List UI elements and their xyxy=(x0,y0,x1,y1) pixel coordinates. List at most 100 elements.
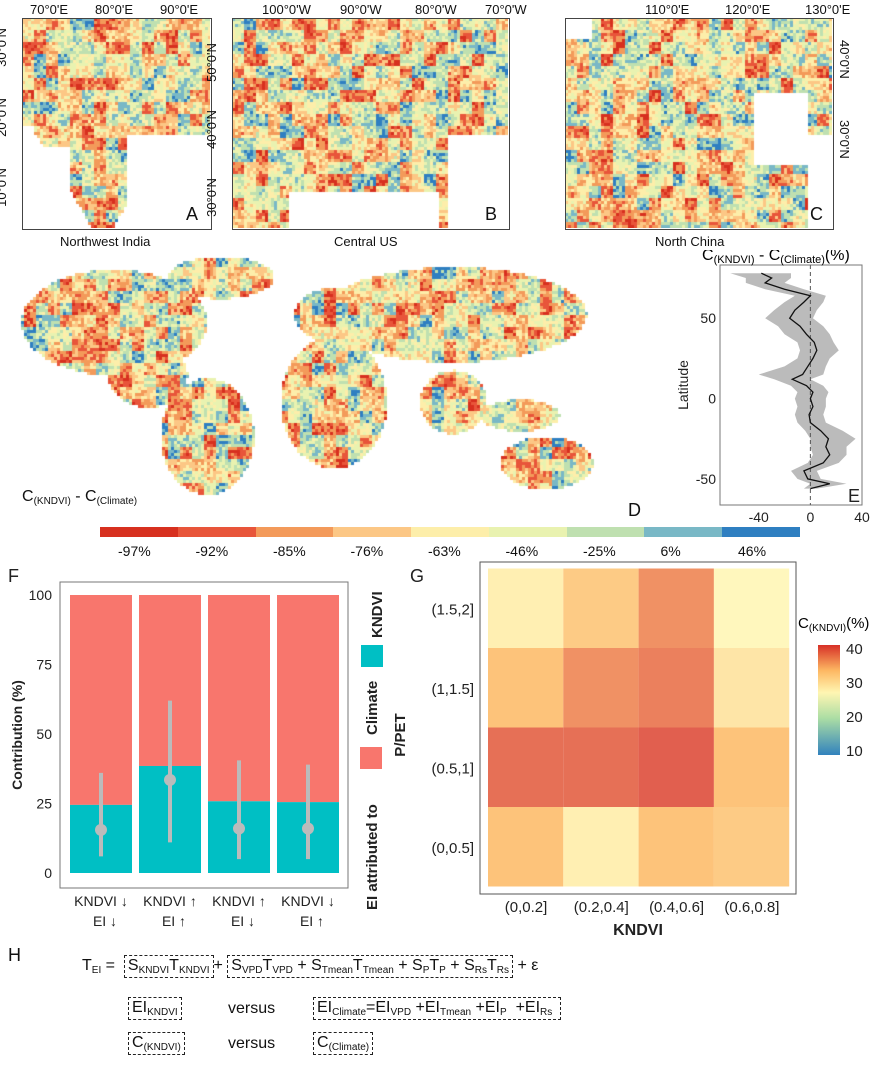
ei-kndvi-box: EIKNDVI xyxy=(128,997,182,1020)
eq-text: T xyxy=(429,957,440,974)
tick-label: 100°0'W xyxy=(262,2,311,17)
eq-sub: P xyxy=(422,965,430,976)
y-tick-label: 0 xyxy=(708,391,716,407)
tick-label: 80°0'W xyxy=(415,2,457,17)
tick-label: 130°0'E xyxy=(805,2,851,17)
colorbar-segment xyxy=(411,527,489,537)
legend-title-part: C xyxy=(798,615,809,632)
c-climate-box: C(Climate) xyxy=(313,1032,374,1055)
y-tick-label: (0.5,1] xyxy=(431,761,474,778)
eq-sub: Rs xyxy=(474,965,487,976)
eq-sub: KNDVI xyxy=(138,965,170,976)
eq-sub: Rs xyxy=(540,1007,553,1018)
legend-swatch-kndvi xyxy=(361,645,383,667)
tick-label: 50°0'N xyxy=(203,43,219,82)
heatmap-cell xyxy=(713,568,790,648)
eq-sub: Climate xyxy=(332,1007,367,1018)
caption-c: North China xyxy=(655,234,725,249)
map-central-us xyxy=(232,18,508,228)
tick-label: 30°0'N xyxy=(837,120,852,159)
eq-text: =EI xyxy=(366,999,391,1016)
x-tick-label-line2: EI ↓ xyxy=(93,913,117,929)
eq-text: +EI xyxy=(506,999,541,1016)
panel-label-e: E xyxy=(848,486,860,506)
colorbar-label: -46% xyxy=(505,543,539,559)
heatmap-y-axis-label: P/PET xyxy=(392,713,409,756)
heatmap-cell xyxy=(713,648,790,728)
legend-title: EI attributed to xyxy=(364,804,381,910)
eq-sub: VPD xyxy=(272,965,293,976)
eq-sub: (KNDVI) xyxy=(143,1042,181,1053)
colorbar-segment xyxy=(100,527,178,537)
legend-title-part: (KNDVI) xyxy=(809,623,846,634)
map-frame-b xyxy=(232,18,510,230)
eq-text: T xyxy=(169,957,179,974)
eq-sub: (Climate) xyxy=(328,1042,370,1053)
eq-text: T xyxy=(262,957,273,974)
legend-tick-label: 30 xyxy=(846,675,863,692)
x-tick-label-line1: KNDVI ↑ xyxy=(143,893,197,909)
eq-text: T xyxy=(486,957,497,974)
y-tick-label: 50 xyxy=(36,726,52,742)
x-tick-label-line2: EI ↓ xyxy=(231,913,255,929)
heatmap-cell xyxy=(488,568,564,648)
tick-label: 70°0'W xyxy=(485,2,527,17)
eq-text: EI xyxy=(317,999,333,1016)
t: (KNDVI) xyxy=(33,496,71,507)
panel-label-g: G xyxy=(410,566,424,586)
heatmap-cell xyxy=(638,727,714,807)
colorbar-label: -85% xyxy=(273,543,306,559)
eq-text: +EI xyxy=(411,999,440,1016)
mean-point xyxy=(164,773,176,786)
tick-label: 90°0'E xyxy=(160,2,199,17)
legend-label-climate: Climate xyxy=(364,681,381,735)
eq-text: EI xyxy=(132,999,148,1016)
colorbar-label: -97% xyxy=(118,543,151,559)
eq-text: + xyxy=(213,957,223,974)
heatmap-cell xyxy=(713,727,790,807)
caption-a: Northwest India xyxy=(60,234,151,249)
heatmap-cell xyxy=(488,807,564,887)
panel-label-c: C xyxy=(810,204,823,224)
eq-sub: Rs xyxy=(496,965,509,976)
mean-point xyxy=(95,823,107,836)
t: - C xyxy=(70,488,97,505)
climate-term-box: SVPDTVPD + STmeanTTmean + SPTP + SRsTRs xyxy=(227,955,513,978)
x-tick-label-line1: KNDVI ↑ xyxy=(212,893,266,909)
panel-label-a: A xyxy=(186,204,199,224)
mean-point xyxy=(233,822,245,835)
colorbar-segment xyxy=(722,527,801,537)
eq-text: + S xyxy=(393,957,423,974)
tick-label: 110°0'E xyxy=(645,2,690,17)
eq-text: C xyxy=(317,1034,329,1051)
eq-text: + S xyxy=(445,957,475,974)
eq-sub: VPD xyxy=(241,965,263,976)
confidence-band xyxy=(730,273,856,489)
panel-label-b: B xyxy=(485,204,498,224)
legend-colorbar xyxy=(818,645,840,755)
eq-text: + S xyxy=(292,957,322,974)
x-tick-label-line1: KNDVI ↓ xyxy=(281,893,335,909)
legend-tick-label: 20 xyxy=(846,709,863,726)
title-part: - C xyxy=(755,250,781,264)
eq-text: C xyxy=(132,1034,144,1051)
panel-label-h: H xyxy=(8,945,21,965)
eq-sub: P xyxy=(500,1007,507,1018)
heatmap-cell xyxy=(563,568,639,648)
versus-1: versus xyxy=(228,1000,276,1017)
colorbar-segment xyxy=(255,527,334,537)
mean-line xyxy=(761,272,831,490)
colorbar-segment xyxy=(333,527,412,537)
eq-sub: Tmean xyxy=(321,965,353,976)
t: (Climate) xyxy=(96,496,138,507)
eq-text: + ε xyxy=(517,957,539,974)
kndvi-term-box: SKNDVITKNDVI xyxy=(123,955,214,978)
panel-label-f: F xyxy=(8,566,19,586)
colorbar-label: -92% xyxy=(195,543,229,559)
y-tick-label: (1.5,2] xyxy=(431,602,474,619)
plot-frame xyxy=(479,561,797,895)
title-part: C xyxy=(702,250,714,264)
tick-label: 10°0'N xyxy=(0,168,9,207)
colorbar-segment xyxy=(644,527,723,537)
